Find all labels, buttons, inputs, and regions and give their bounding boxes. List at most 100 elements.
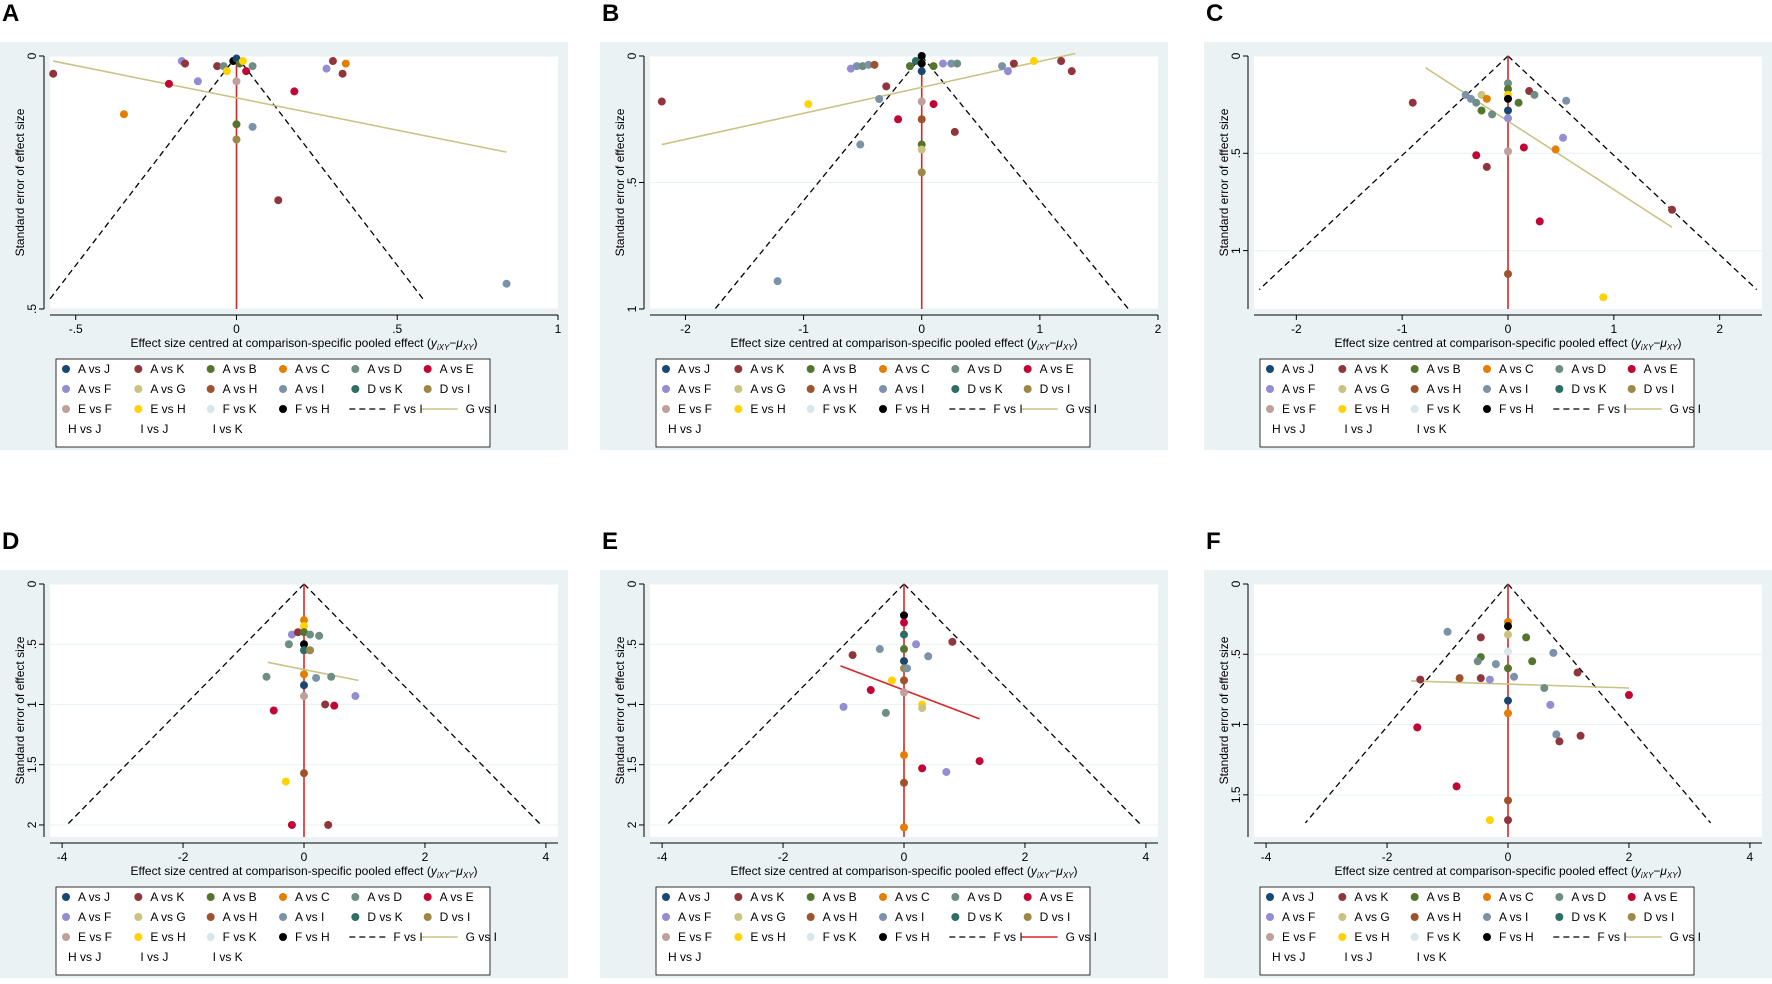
legend-marker bbox=[1338, 405, 1347, 413]
data-point bbox=[903, 664, 912, 673]
data-point bbox=[917, 59, 926, 68]
legend-marker bbox=[134, 893, 143, 901]
data-point bbox=[1522, 633, 1531, 642]
legend-label: F vs I bbox=[393, 930, 422, 944]
legend-label: H vs J bbox=[668, 422, 701, 436]
legend-label: H vs J bbox=[668, 950, 701, 964]
x-axis-label: Effect size centred at comparison-specif… bbox=[730, 864, 1077, 880]
data-point bbox=[1413, 723, 1422, 732]
x-axis-label: Effect size centred at comparison-specif… bbox=[730, 336, 1077, 352]
data-point bbox=[274, 196, 283, 205]
data-point bbox=[1562, 96, 1571, 105]
data-point bbox=[1482, 94, 1491, 103]
legend-label: F vs I bbox=[993, 930, 1022, 944]
data-point bbox=[287, 820, 296, 829]
data-point bbox=[119, 110, 128, 119]
panel-label-c: C bbox=[1206, 0, 1224, 27]
legend-label: E vs F bbox=[1282, 402, 1316, 416]
legend-marker bbox=[1627, 893, 1636, 901]
x-tick-label: -4 bbox=[1261, 850, 1272, 864]
legend-label: A vs C bbox=[295, 890, 330, 904]
legend-marker bbox=[1627, 385, 1636, 393]
legend-label: A vs K bbox=[750, 362, 784, 376]
data-point bbox=[917, 115, 926, 124]
regression-line bbox=[53, 60, 507, 153]
legend-label: A vs K bbox=[150, 890, 184, 904]
legend-marker bbox=[1266, 385, 1274, 393]
data-point bbox=[300, 646, 308, 655]
data-point bbox=[1530, 90, 1539, 99]
data-point bbox=[321, 700, 330, 709]
data-point bbox=[1559, 133, 1568, 142]
data-point bbox=[917, 67, 926, 76]
data-point bbox=[1452, 782, 1461, 791]
legend-marker bbox=[62, 405, 70, 413]
legend-marker bbox=[734, 365, 743, 373]
legend-marker bbox=[662, 385, 670, 393]
data-point bbox=[882, 82, 891, 91]
legend-box bbox=[1259, 358, 1695, 448]
legend-label: A vs F bbox=[678, 910, 711, 924]
legend-marker bbox=[279, 913, 287, 921]
data-point bbox=[1551, 145, 1560, 154]
data-point bbox=[917, 52, 926, 60]
x-tick-label: 1 bbox=[555, 322, 562, 336]
legend-label: A vs E bbox=[1644, 362, 1678, 376]
legend-label: A vs H bbox=[223, 382, 258, 396]
data-point bbox=[1485, 675, 1494, 684]
legend-label: A vs F bbox=[78, 382, 111, 396]
data-point bbox=[281, 777, 290, 786]
legend-marker bbox=[1555, 365, 1564, 373]
legend-marker bbox=[1410, 405, 1419, 413]
legend-marker bbox=[1410, 913, 1419, 921]
legend-marker bbox=[806, 405, 815, 413]
data-point bbox=[181, 59, 190, 68]
data-point bbox=[1029, 57, 1038, 66]
data-point bbox=[917, 97, 926, 106]
x-tick-label: -2 bbox=[1291, 322, 1302, 336]
data-point bbox=[327, 672, 336, 681]
legend-marker bbox=[1483, 893, 1491, 901]
data-point bbox=[49, 69, 58, 78]
funnel-line bbox=[903, 583, 1142, 826]
data-point bbox=[1488, 110, 1497, 119]
legend-label: A vs J bbox=[678, 890, 710, 904]
x-tick-label: .5 bbox=[392, 322, 402, 336]
legend-label: A vs B bbox=[1427, 890, 1461, 904]
legend-label: A vs J bbox=[1282, 362, 1314, 376]
legend-label: H vs J bbox=[1272, 422, 1305, 436]
data-point bbox=[998, 62, 1007, 71]
legend-marker bbox=[951, 365, 960, 373]
legend-marker bbox=[1338, 933, 1347, 941]
legend-marker bbox=[1483, 913, 1491, 921]
data-point bbox=[1408, 98, 1417, 107]
data-point bbox=[875, 95, 884, 104]
legend-label: D vs I bbox=[1040, 910, 1071, 924]
data-point bbox=[975, 757, 984, 766]
data-point bbox=[918, 704, 927, 713]
data-point bbox=[300, 622, 308, 631]
data-point bbox=[881, 708, 890, 717]
legend-label: I vs K bbox=[213, 950, 243, 964]
legend-label: H vs J bbox=[1272, 950, 1305, 964]
legend-label: D vs K bbox=[367, 382, 402, 396]
data-point bbox=[232, 77, 241, 86]
legend-label: A vs F bbox=[678, 382, 711, 396]
funnel-line bbox=[303, 583, 542, 826]
legend-marker bbox=[1023, 893, 1032, 901]
legend-label: A vs H bbox=[1427, 382, 1462, 396]
legend-label: A vs B bbox=[223, 362, 257, 376]
legend-marker bbox=[879, 913, 887, 921]
x-tick-label: -2 bbox=[178, 850, 189, 864]
data-point bbox=[942, 767, 951, 776]
legend-marker bbox=[62, 893, 70, 901]
data-point bbox=[856, 140, 865, 149]
x-tick-label: 2 bbox=[1626, 850, 1633, 864]
legend-marker bbox=[279, 405, 287, 413]
x-tick-label: 1 bbox=[1610, 322, 1617, 336]
data-point bbox=[852, 62, 861, 71]
data-point bbox=[300, 769, 308, 778]
legend-marker bbox=[1483, 405, 1491, 413]
x-tick-label: 2 bbox=[1022, 850, 1029, 864]
legend-marker bbox=[1023, 913, 1032, 921]
